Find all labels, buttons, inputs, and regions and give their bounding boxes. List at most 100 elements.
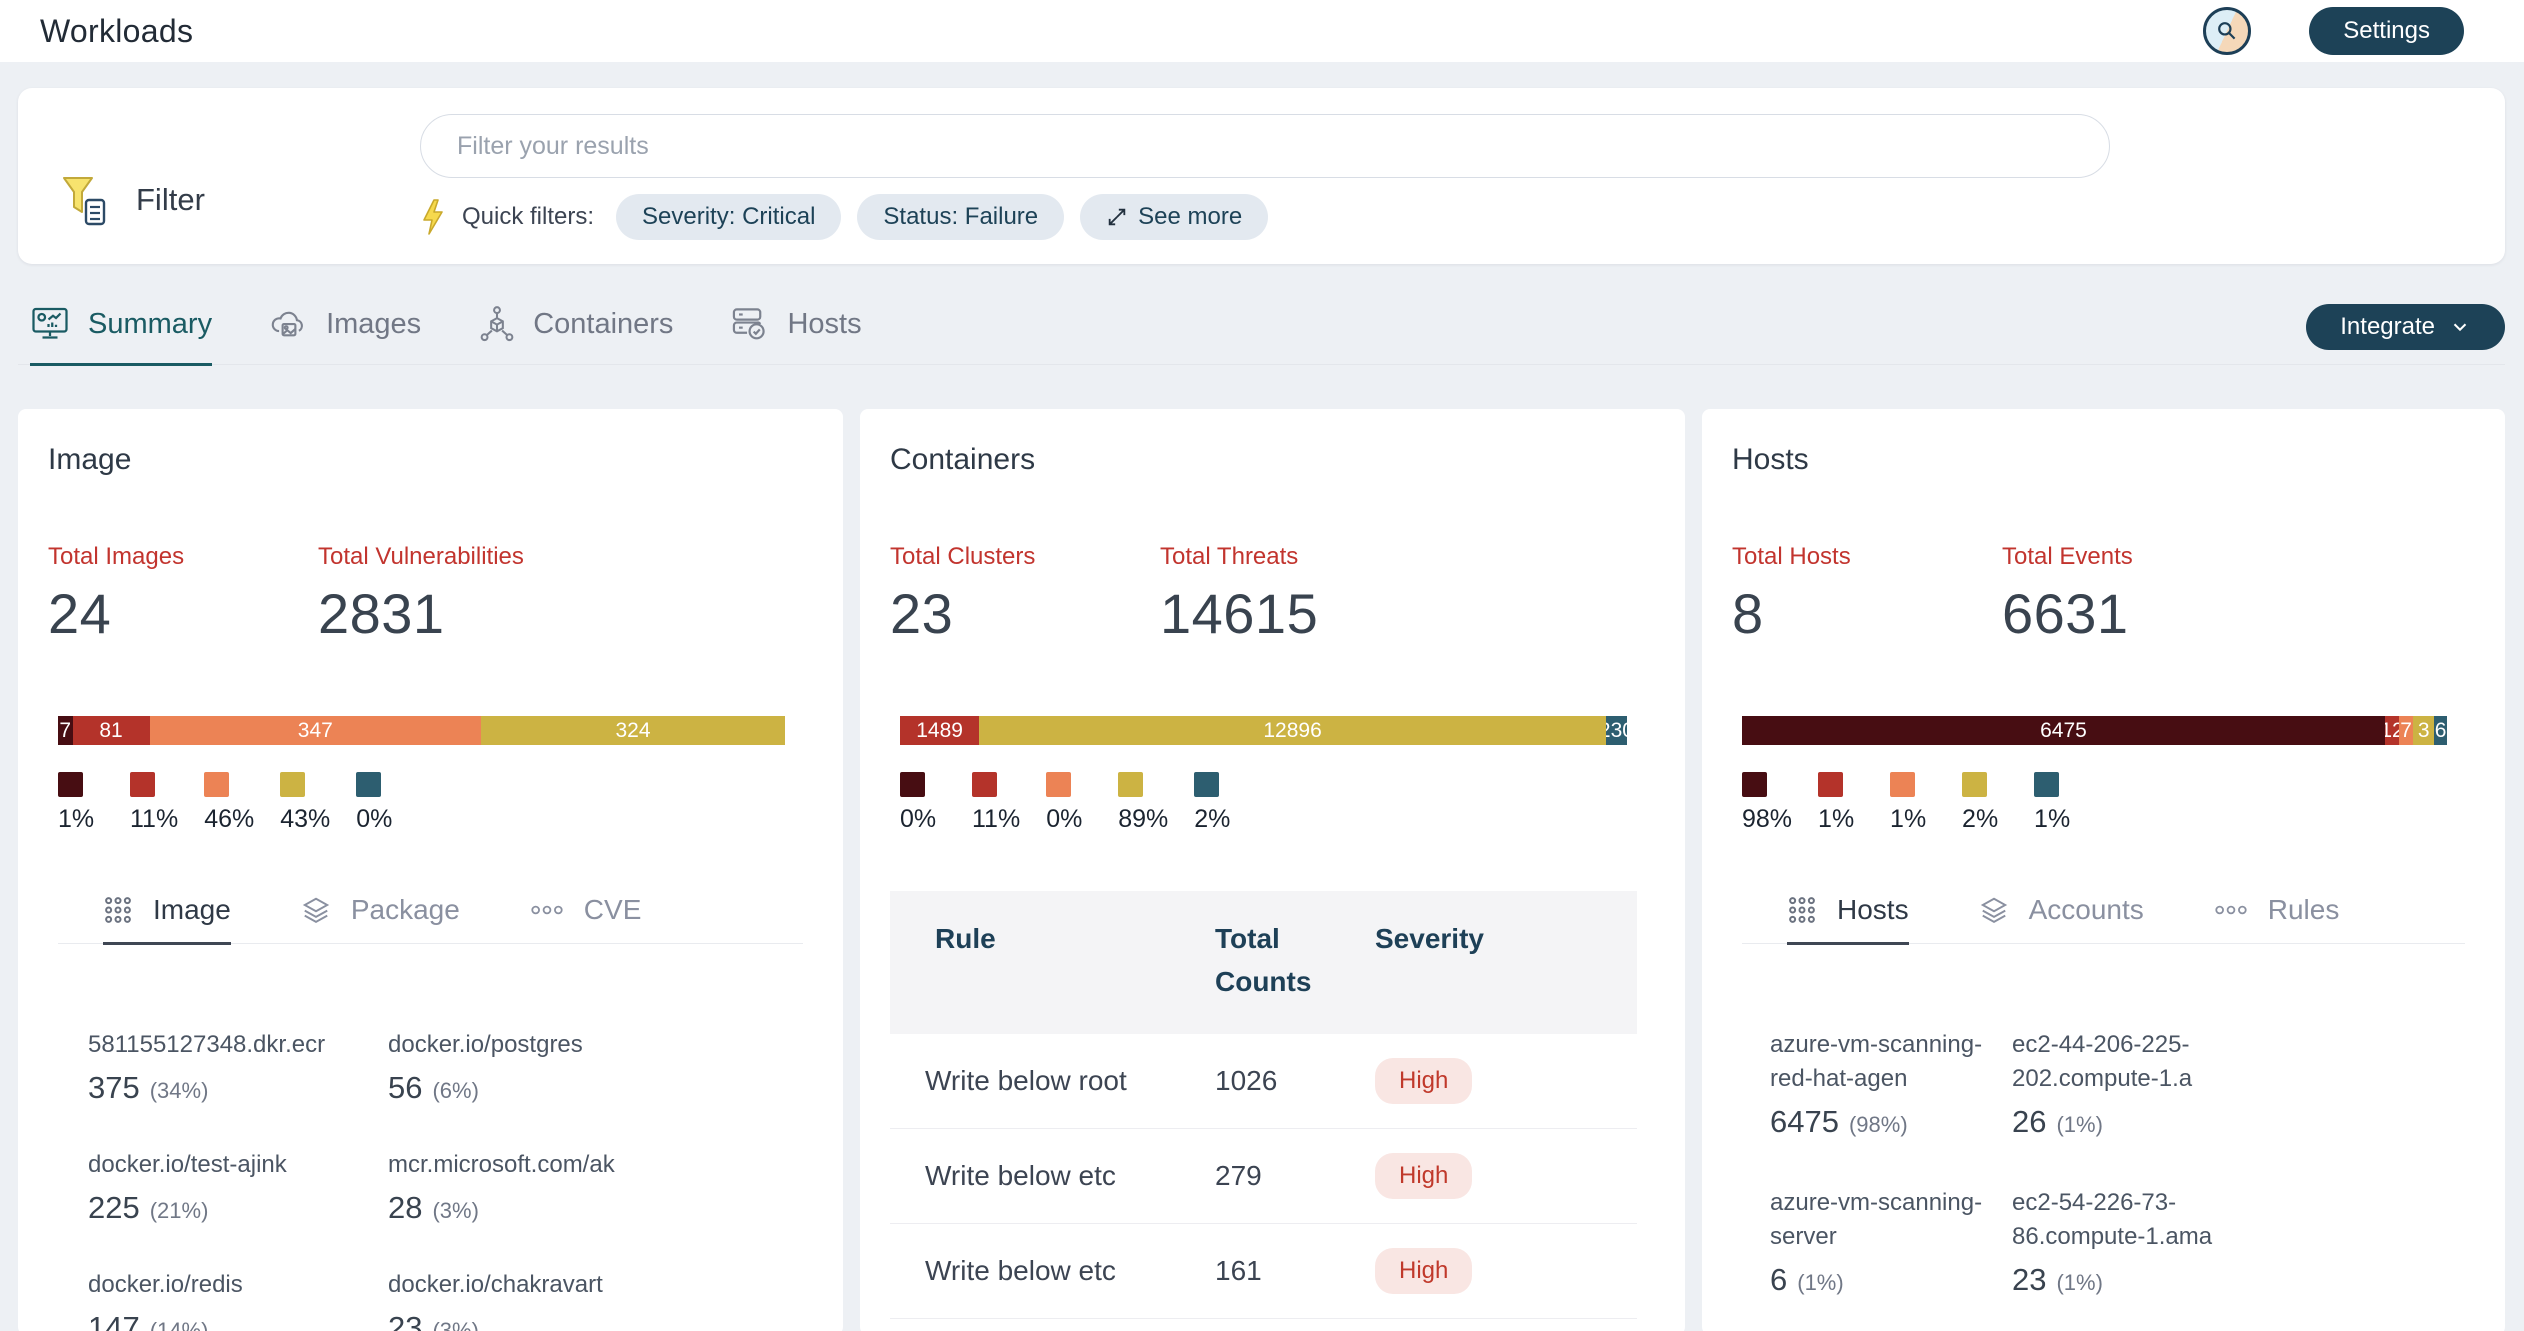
search-icon[interactable] xyxy=(2203,7,2252,55)
legend-swatch xyxy=(1818,772,1844,797)
image-subtabs: Image Package CVE xyxy=(103,894,813,945)
list-item: ec2-54-226-73-86.compute-1.ama 23 (1%) xyxy=(2012,1189,2213,1298)
settings-label: Settings xyxy=(2343,17,2430,44)
filter-heading: Filter xyxy=(58,136,420,264)
see-more-button[interactable]: See more xyxy=(1080,194,1269,240)
subtab-label: Image xyxy=(153,894,231,925)
legend-item: 43% xyxy=(280,772,330,834)
stat-label: Total Hosts xyxy=(1732,543,1851,570)
legend-item: 0% xyxy=(1046,772,1092,834)
stat-total-clusters: Total Clusters 23 xyxy=(890,543,1160,646)
legend-swatch xyxy=(2034,772,2060,797)
containers-card: Containers Total Clusters 23 Total Threa… xyxy=(860,409,1685,1331)
hosts-subtabs: Hosts Accounts Rul xyxy=(1787,894,2475,945)
tab-containers[interactable]: Containers xyxy=(479,305,673,366)
containers-card-title: Containers xyxy=(890,443,1036,476)
stat-label: Total Clusters xyxy=(890,543,1036,570)
chip-label: Severity: Critical xyxy=(642,203,816,230)
stat-total-events: Total Events 6631 xyxy=(2002,543,2475,646)
subtab-accounts[interactable]: Accounts xyxy=(1979,894,2144,945)
filter-controls: Quick filters: Severity: Critical Status… xyxy=(420,114,2465,264)
stat-total-hosts: Total Hosts 8 xyxy=(1732,543,2002,646)
tab-label: Containers xyxy=(533,307,674,340)
legend-item: 2% xyxy=(1194,772,1240,834)
expand-icon xyxy=(1106,206,1128,228)
stat-value: 6631 xyxy=(2002,582,2129,645)
tab-label: Summary xyxy=(88,307,213,340)
legend-swatch xyxy=(1046,772,1072,797)
quick-filter-chip-severity[interactable]: Severity: Critical xyxy=(616,194,842,240)
column-header-total-counts: Total Counts xyxy=(1215,923,1312,998)
column-header-rule: Rule xyxy=(935,923,996,954)
table-header: Rule Total Counts Severity xyxy=(890,891,1637,1034)
stat-value: 2831 xyxy=(318,582,445,645)
legend-item: 0% xyxy=(900,772,946,834)
legend-swatch xyxy=(130,772,155,797)
table-row: Write below root 1026 High xyxy=(890,1034,1637,1129)
containers-stats: Total Clusters 23 Total Threats 14615 xyxy=(890,543,1655,646)
tab-summary[interactable]: Summary xyxy=(30,305,213,366)
bar-segment: 7 xyxy=(58,716,73,745)
subtab-image[interactable]: Image xyxy=(103,894,231,945)
containers-icon xyxy=(479,305,515,343)
bar-segment: 3 xyxy=(2413,716,2435,745)
summary-icon xyxy=(30,306,70,342)
image-card: Image Total Images 24 Total Vulnerabilit… xyxy=(18,409,843,1331)
list-item: docker.io/chakravart 23 (3%) xyxy=(388,1271,603,1331)
bar-segment: 6 xyxy=(2434,716,2447,745)
stat-value: 24 xyxy=(48,582,112,645)
subtab-hosts[interactable]: Hosts xyxy=(1787,894,1909,945)
subtab-label: Hosts xyxy=(1837,894,1909,925)
bar-segment: 7 xyxy=(2399,716,2414,745)
subtab-cve[interactable]: CVE xyxy=(530,894,641,945)
legend-item: 2% xyxy=(1962,772,2008,834)
grid-dots-icon xyxy=(103,895,133,925)
list-item: docker.io/test-ajink 225 (21%) xyxy=(88,1151,287,1226)
tab-hosts[interactable]: Hosts xyxy=(731,305,862,366)
severity-badge: High xyxy=(1375,1247,1473,1294)
stat-value: 8 xyxy=(1732,582,1764,645)
legend-item: 46% xyxy=(204,772,254,834)
tab-images[interactable]: Images xyxy=(270,305,421,366)
legend-swatch xyxy=(1194,772,1220,797)
bar-segment: 230 xyxy=(1605,716,1627,745)
subtab-rules[interactable]: Rules xyxy=(2214,894,2340,945)
stat-label: Total Threats xyxy=(1160,543,1299,570)
rules-table: Rule Total Counts Severity Write below r… xyxy=(890,891,1637,1331)
stat-total-threats: Total Threats 14615 xyxy=(1160,543,1655,646)
integrate-button[interactable]: Integrate xyxy=(2306,304,2505,350)
image-stats: Total Images 24 Total Vulnerabilities 28… xyxy=(48,543,813,646)
settings-button[interactable]: Settings xyxy=(2309,7,2464,55)
legend-swatch xyxy=(1742,772,1767,797)
main-tabs: Summary Images xyxy=(18,304,2505,366)
funnel-icon xyxy=(58,172,110,228)
severity-badge: High xyxy=(1375,1057,1473,1104)
dots-row-icon xyxy=(530,901,564,919)
legend-item: 11% xyxy=(130,772,178,834)
quick-filter-chip-status[interactable]: Status: Failure xyxy=(857,194,1065,240)
filter-input[interactable] xyxy=(420,114,2110,178)
legend-swatch xyxy=(900,772,925,797)
legend-item: 1% xyxy=(1818,772,1864,834)
subtab-label: Package xyxy=(350,894,460,925)
lightning-icon xyxy=(420,198,446,236)
bar-segment: 12 xyxy=(2384,716,2400,745)
legend-swatch xyxy=(1118,772,1144,797)
header-actions: Settings xyxy=(2203,7,2464,55)
stat-label: Total Vulnerabilities xyxy=(318,543,524,570)
chip-label: Status: Failure xyxy=(883,203,1039,230)
dots-row-icon xyxy=(2214,901,2248,919)
page-title: Workloads xyxy=(40,12,194,49)
list-item: docker.io/redis 147 (14%) xyxy=(88,1271,243,1331)
subtab-label: Rules xyxy=(2267,894,2340,925)
legend-item: 11% xyxy=(972,772,1020,834)
subtab-package[interactable]: Package xyxy=(301,894,460,945)
legend-swatch xyxy=(280,772,306,797)
severity-badge: High xyxy=(1375,1152,1473,1199)
legend-swatch xyxy=(204,772,230,797)
list-item: mcr.microsoft.com/ak 28 (3%) xyxy=(388,1151,615,1226)
integrate-label: Integrate xyxy=(2340,313,2435,340)
containers-threats-bar: 1489 12896 230 xyxy=(900,716,1627,745)
app-header: Workloads Settings xyxy=(0,0,2524,62)
